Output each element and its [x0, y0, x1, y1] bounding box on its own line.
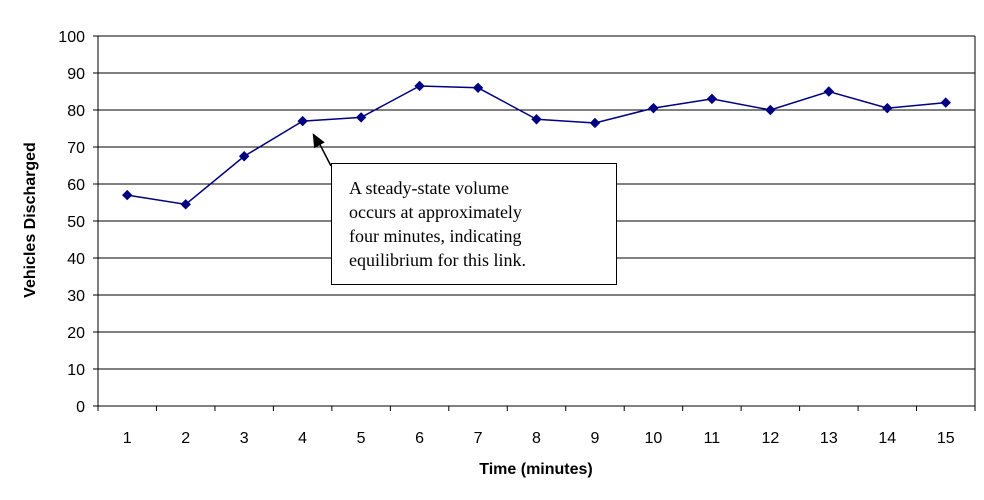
- x-tick-label: 13: [820, 430, 838, 447]
- annotation-arrow-head: [312, 133, 325, 149]
- annotation-line-4: equilibrium for this link.: [349, 250, 526, 270]
- y-tick-label: 50: [67, 214, 85, 231]
- y-tick-label: 30: [67, 288, 85, 305]
- x-tick-label: 10: [645, 430, 663, 447]
- x-tick-label: 1: [123, 430, 132, 447]
- data-point-marker: [355, 112, 367, 123]
- data-point-marker: [706, 93, 718, 105]
- data-point-marker: [531, 114, 542, 125]
- x-tick-label: 4: [298, 430, 307, 447]
- y-tick-label: 0: [76, 399, 85, 416]
- x-tick-label: 5: [357, 430, 366, 447]
- x-tick-label: 15: [937, 430, 955, 447]
- x-tick-label: 14: [878, 430, 896, 447]
- x-tick-label: 8: [532, 430, 541, 447]
- x-tick-label: 3: [240, 430, 249, 447]
- axes: [93, 35, 976, 411]
- annotation-arrow: [312, 133, 332, 167]
- data-point-marker: [238, 151, 250, 162]
- data-point-marker: [823, 86, 835, 97]
- x-tick-label: 9: [591, 430, 600, 447]
- annotation-line-2: occurs at approximately: [349, 202, 522, 222]
- y-tick-label: 20: [67, 325, 85, 342]
- y-tick-label: 60: [67, 177, 85, 194]
- x-tick-label: 11: [704, 430, 721, 447]
- x-tick-labels: 1 2 3 4 5 6 7 8 9 10 11 12 13 14 15: [123, 430, 955, 447]
- data-point-marker: [648, 102, 659, 114]
- annotation-callout: A steady-state volume occurs at approxim…: [331, 163, 617, 285]
- y-tick-labels: 0 10 20 30 40 50 60 70 80 90 100: [58, 29, 85, 416]
- y-tick-label: 90: [67, 66, 85, 83]
- y-tick-label: 10: [67, 362, 85, 379]
- x-tick-label: 2: [181, 430, 190, 447]
- data-point-marker: [589, 117, 601, 129]
- data-point-marker: [297, 115, 308, 127]
- data-point-marker: [122, 189, 133, 201]
- data-point-marker: [765, 104, 776, 116]
- y-axis-title: Vehicles Discharged: [22, 142, 39, 298]
- x-tick-label: 6: [415, 430, 424, 447]
- data-point-marker: [472, 82, 484, 94]
- annotation-line-3: four minutes, indicating: [349, 226, 522, 246]
- data-point-marker: [414, 80, 425, 92]
- x-tick-label: 12: [761, 430, 779, 447]
- y-tick-label: 100: [58, 29, 85, 46]
- data-series: [122, 80, 951, 210]
- x-axis-title: Time (minutes): [479, 461, 593, 478]
- annotation-line-1: A steady-state volume: [349, 178, 509, 198]
- y-tick-label: 70: [67, 140, 85, 157]
- data-point-marker: [940, 97, 951, 108]
- data-point-marker: [180, 199, 191, 210]
- y-tick-label: 40: [67, 251, 85, 268]
- data-point-marker: [882, 102, 893, 114]
- x-tick-label: 7: [474, 430, 483, 447]
- y-tick-label: 80: [67, 103, 85, 120]
